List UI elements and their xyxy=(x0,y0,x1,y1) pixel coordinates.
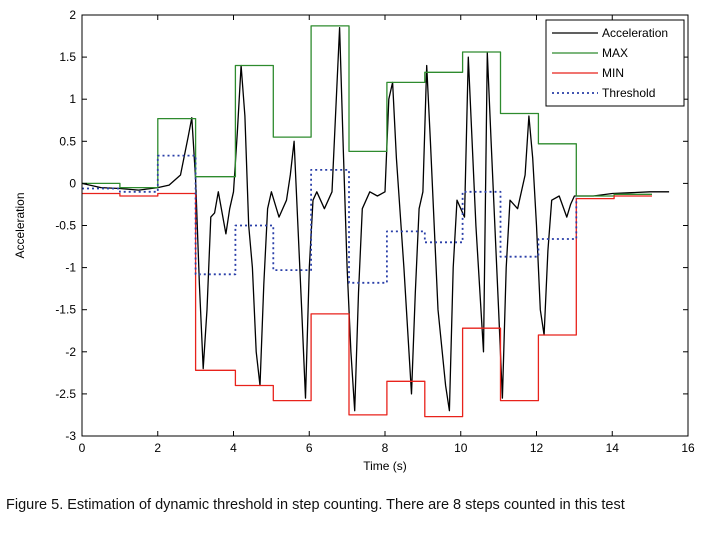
series-line-acceleration xyxy=(81,26,670,412)
x-tick-label: 10 xyxy=(454,441,468,455)
y-tick-label: 0.5 xyxy=(59,134,76,148)
y-tick-label: 0 xyxy=(69,176,76,190)
legend-label-threshold: Threshold xyxy=(602,86,655,100)
x-tick-label: 4 xyxy=(230,441,237,455)
x-tick-label: 14 xyxy=(606,441,620,455)
legend-box xyxy=(545,19,685,107)
y-tick-label: -0.5 xyxy=(55,219,76,233)
series-line-threshold xyxy=(82,154,578,284)
legend-label-acceleration: Acceleration xyxy=(602,26,668,40)
y-axis-label: Acceleration xyxy=(13,192,27,258)
y-tick-label: 1.5 xyxy=(59,50,76,64)
y-tick-label: 2 xyxy=(69,8,76,22)
y-tick-label: 1 xyxy=(69,92,76,106)
y-tick-label: -1 xyxy=(65,261,76,275)
series-line-max xyxy=(82,25,652,197)
legend-label-max: MAX xyxy=(602,46,628,60)
x-tick-label: 16 xyxy=(681,441,695,455)
y-tick-label: -2 xyxy=(65,345,76,359)
x-tick-label: 8 xyxy=(382,441,389,455)
line-chart: 0 2 4 6 8 10 12 14 16 -3 -2.5 -2 -1.5 -1 -0.5 0 0.5 1 1.5… xyxy=(13,8,695,473)
x-tick-label: 0 xyxy=(79,441,86,455)
x-axis-label: Time (s) xyxy=(363,459,407,473)
x-tick-label: 6 xyxy=(306,441,313,455)
figure-caption: Figure 5. Estimation of dynamic threshol… xyxy=(6,497,625,513)
y-axis-ticks: -3 -2.5 -2 -1.5 -1 -0.5 0 0.5 1 1.5 2 xyxy=(55,8,688,443)
y-tick-label: -3 xyxy=(65,429,76,443)
y-tick-label: -1.5 xyxy=(55,303,76,317)
legend: Acceleration MAX MIN Threshold xyxy=(545,19,685,107)
x-tick-label: 2 xyxy=(154,441,161,455)
x-tick-label: 12 xyxy=(530,441,544,455)
y-tick-label: -2.5 xyxy=(55,387,76,401)
legend-label-min: MIN xyxy=(602,66,624,80)
plot-lines xyxy=(81,25,670,418)
x-axis-ticks: 0 2 4 6 8 10 12 14 16 xyxy=(79,15,695,455)
series-line-min xyxy=(82,192,652,418)
